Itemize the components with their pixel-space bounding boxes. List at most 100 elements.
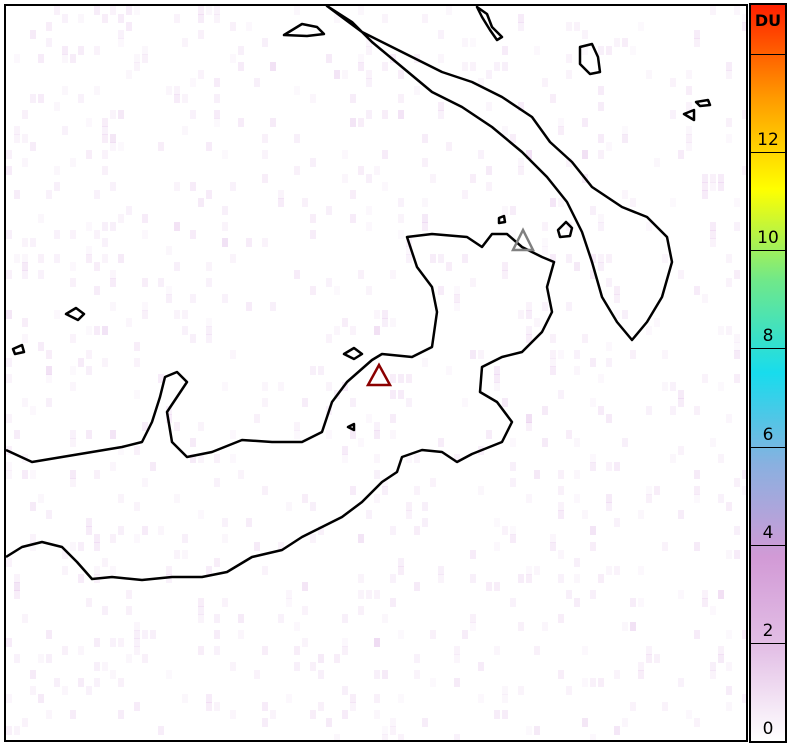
so2-pixel [470,614,476,623]
so2-pixel [550,366,556,375]
colorbar-unit: DU [754,11,782,30]
island-2 [475,6,504,42]
so2-pixel [598,222,604,231]
so2-pixel [110,430,116,439]
so2-pixel [734,198,740,207]
so2-pixel [566,430,572,439]
so2-pixel [182,94,188,103]
so2-pixel [406,454,412,463]
so2-pixel [190,454,196,463]
so2-pixel [654,654,660,663]
so2-pixel [598,406,604,415]
so2-pixel [630,702,636,711]
so2-pixel [110,534,116,543]
so2-pixel [366,70,372,79]
so2-pixel [430,174,436,183]
so2-pixel [710,182,716,191]
so2-pixel [174,222,180,231]
so2-pixel [678,390,684,399]
so2-pixel [438,102,444,111]
so2-pixel [262,150,268,159]
so2-pixel [6,638,12,647]
so2-pixel [718,174,724,183]
so2-pixel [422,14,428,23]
so2-pixel [118,38,124,47]
so2-pixel [94,46,100,55]
so2-pixel [358,534,364,543]
so2-pixel [686,142,692,151]
so2-pixel [6,694,12,703]
so2-pixel [742,630,746,639]
colorbar-tick-label: 0 [762,719,774,739]
so2-pixel [398,94,404,103]
so2-pixel [694,406,700,415]
so2-pixel [22,270,28,279]
so2-pixel [30,238,36,247]
so2-pixel [702,190,708,199]
so2-pixel [262,566,268,575]
so2-pixel [158,526,164,535]
so2-pixel [206,326,212,335]
so2-pixel [334,70,340,79]
so2-pixel [14,134,20,143]
so2-pixel [158,142,164,151]
so2-pixel [166,294,172,303]
so2-pixel [342,150,348,159]
so2-pixel [542,78,548,87]
so2-pixel [342,638,348,647]
so2-pixel [166,286,172,295]
so2-pixel [718,326,724,335]
so2-pixel [694,286,700,295]
so2-pixel [390,430,396,439]
so2-pixel [614,726,620,735]
so2-pixel [742,486,746,495]
so2-pixel [622,310,628,319]
so2-pixel [558,574,564,583]
so2-pixel [598,46,604,55]
so2-pixel [134,342,140,351]
so2-pixel [310,158,316,167]
so2-pixel [174,94,180,103]
so2-pixel [374,494,380,503]
so2-pixel [502,710,508,719]
so2-pixel [622,718,628,727]
so2-pixel [718,382,724,391]
so2-pixel [318,654,324,663]
so2-pixel [142,630,148,639]
so2-pixel [14,574,20,583]
so2-pixel [294,6,300,15]
so2-pixel [118,446,124,455]
so2-pixel [86,254,92,263]
so2-pixel [406,398,412,407]
so2-pixel [366,590,372,599]
so2-pixel [646,326,652,335]
so2-pixel [526,422,532,431]
so2-pixel [574,438,580,447]
so2-pixel [734,6,740,15]
so2-pixel [702,374,708,383]
so2-pixel [718,654,724,663]
so2-pixel [286,694,292,703]
so2-pixel [478,78,484,87]
so2-pixel [486,70,492,79]
coastline-north-island [325,6,674,342]
so2-pixel [606,566,612,575]
so2-pixel [118,678,124,687]
so2-pixel [366,110,372,119]
so2-pixel [382,14,388,23]
so2-pixel [46,710,52,719]
so2-pixel [518,622,524,631]
so2-pixel [14,190,20,199]
so2-pixel [726,662,732,671]
so2-pixel [110,142,116,151]
so2-pixel [550,334,556,343]
so2-pixel [526,310,532,319]
island-7 [11,343,26,356]
so2-pixel [366,206,372,215]
so2-pixel [54,182,60,191]
so2-pixel [734,222,740,231]
so2-pixel [38,654,44,663]
so2-pixel [358,270,364,279]
so2-pixel [742,470,746,479]
island-8 [342,346,364,361]
